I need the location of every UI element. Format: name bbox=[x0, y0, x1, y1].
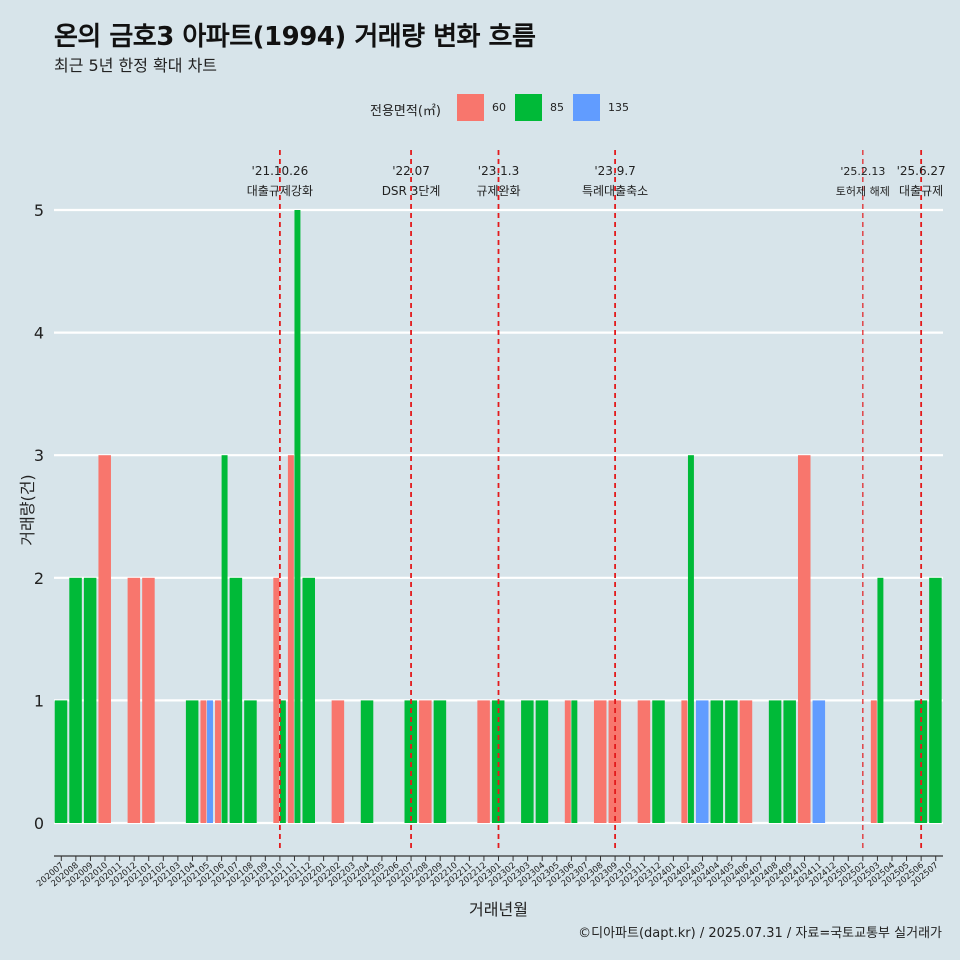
bar-135-202403 bbox=[695, 700, 709, 823]
bar-85-202110 bbox=[279, 700, 286, 823]
y-tick-label: 1 bbox=[34, 691, 44, 710]
bar-85-202107 bbox=[229, 577, 243, 823]
event-name-label: 대출규제 bbox=[899, 184, 943, 198]
bar-60-202212 bbox=[477, 700, 490, 823]
bar-60-202306 bbox=[564, 700, 571, 823]
event-date-label: '22.07 bbox=[392, 164, 430, 178]
bar-60-202110 bbox=[273, 577, 280, 823]
legend: 전용면적(㎡) 60 85 135 bbox=[0, 92, 960, 122]
y-tick-label: 2 bbox=[34, 569, 44, 588]
bar-85-202112 bbox=[302, 577, 315, 823]
event-date-label: '21.10.26 bbox=[252, 164, 309, 178]
y-tick-label: 4 bbox=[34, 324, 44, 343]
bar-60-202503 bbox=[870, 700, 877, 823]
bar-60-202402 bbox=[681, 700, 688, 823]
bar-85-202008 bbox=[69, 577, 82, 823]
bar-60-202406 bbox=[739, 700, 753, 823]
bar-85-202106 bbox=[221, 455, 228, 823]
legend-key-85 bbox=[515, 94, 542, 121]
bar-85-202304 bbox=[535, 700, 549, 823]
bar-135-202411 bbox=[812, 700, 826, 823]
legend-key-135 bbox=[573, 94, 600, 121]
event-name-label: 대출규제강화 bbox=[247, 184, 313, 198]
y-tick-label: 5 bbox=[34, 201, 44, 220]
caption: ©디아파트(dapt.kr) / 2025.07.31 / 자료=국토교통부 실… bbox=[578, 926, 942, 941]
y-tick-label: 3 bbox=[34, 446, 44, 465]
bar-60-202309 bbox=[608, 700, 622, 823]
event-date-label: '23.9.7 bbox=[594, 164, 635, 178]
bar-60-202106 bbox=[215, 700, 221, 823]
bar-85-202506 bbox=[914, 700, 928, 823]
event-name-label: DSR 3단계 bbox=[382, 184, 441, 198]
bar-60-202010 bbox=[98, 455, 111, 823]
bar-60-202111 bbox=[287, 455, 294, 823]
bar-60-202311 bbox=[637, 700, 651, 823]
event-name-label: 특례대출축소 bbox=[582, 184, 648, 198]
bar-85-202312 bbox=[652, 700, 665, 823]
bar-60-202202 bbox=[331, 700, 345, 823]
bar-85-202409 bbox=[783, 700, 796, 823]
bar-85-202204 bbox=[360, 700, 374, 823]
bar-85-202207 bbox=[404, 700, 418, 823]
event-name-label: 토허제 해제 bbox=[836, 184, 890, 198]
bar-135-202105 bbox=[207, 700, 213, 823]
bar-85-202108 bbox=[244, 700, 257, 823]
event-date-label: '25.6.27 bbox=[897, 164, 946, 178]
bar-85-202507 bbox=[929, 577, 942, 823]
legend-key-60 bbox=[457, 94, 484, 121]
event-date-label: '25.2.13 bbox=[840, 165, 885, 178]
bar-85-202104 bbox=[185, 700, 199, 823]
bar-85-202402 bbox=[687, 455, 694, 823]
event-date-label: '23.1.3 bbox=[478, 164, 519, 178]
bar-85-202007 bbox=[54, 700, 68, 823]
bar-85-202306 bbox=[571, 700, 578, 823]
bar-85-202405 bbox=[725, 700, 738, 823]
legend-label-135: 135 bbox=[608, 101, 629, 114]
chart-title: 온의 금호3 아파트(1994) 거래량 변화 흐름 bbox=[54, 22, 536, 52]
bar-85-202301 bbox=[491, 700, 505, 823]
bar-60-202208 bbox=[419, 700, 432, 823]
event-name-label: 규제완화 bbox=[476, 184, 520, 198]
legend-label-85: 85 bbox=[550, 101, 564, 114]
chart-subtitle: 최근 5년 한정 확대 차트 bbox=[54, 56, 218, 75]
bar-85-202503 bbox=[877, 577, 884, 823]
bar-85-202408 bbox=[768, 700, 782, 823]
bar-85-202303 bbox=[521, 700, 534, 823]
x-axis-title: 거래년월 bbox=[469, 900, 528, 919]
bar-85-202404 bbox=[710, 700, 724, 823]
bar-60-202410 bbox=[797, 455, 811, 823]
bar-60-202105 bbox=[200, 700, 207, 823]
bar-60-202308 bbox=[593, 700, 607, 823]
bar-85-202111 bbox=[294, 210, 301, 823]
y-tick-label: 0 bbox=[34, 814, 44, 833]
bar-85-202009 bbox=[83, 577, 97, 823]
bar-60-202101 bbox=[142, 577, 155, 823]
bar-60-202012 bbox=[127, 577, 141, 823]
legend-title: 전용면적(㎡) bbox=[370, 104, 441, 119]
legend-label-60: 60 bbox=[492, 101, 506, 114]
bar-85-202209 bbox=[433, 700, 447, 823]
y-axis-title: 거래량(건) bbox=[18, 474, 37, 545]
